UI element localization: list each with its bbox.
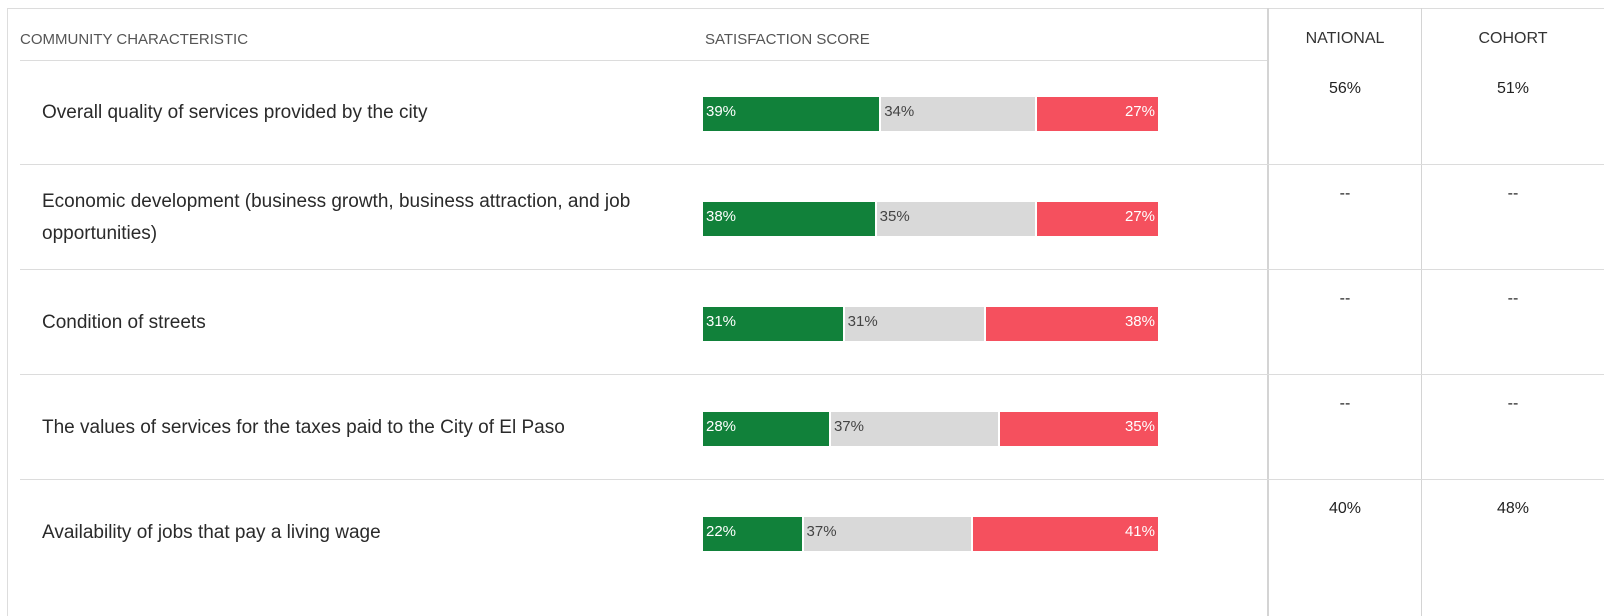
header-cohort: COHORT <box>1478 30 1548 47</box>
bar-segment: 27% <box>1036 96 1158 131</box>
header-national: NATIONAL <box>1305 30 1385 47</box>
bar-segment: 35% <box>1000 411 1158 446</box>
row-divider <box>20 374 1604 375</box>
cohort-value: 48% <box>1496 500 1530 517</box>
cohort-value: -- <box>1507 290 1519 307</box>
row-label: Overall quality of services provided by … <box>42 101 428 123</box>
bar-segment: 34% <box>881 96 1035 131</box>
row-divider <box>20 269 1604 270</box>
border <box>7 8 8 616</box>
row-divider <box>20 164 1604 165</box>
bar-segment: 37% <box>803 516 971 551</box>
row-divider <box>20 60 1267 61</box>
bar-segment: 39% <box>703 96 880 131</box>
cohort-value: -- <box>1507 395 1519 412</box>
border <box>7 8 1604 9</box>
bar-segment: 38% <box>986 306 1158 341</box>
row-divider <box>20 479 1604 480</box>
header-score: SATISFACTION SCORE <box>705 31 870 48</box>
row-label: The values of services for the taxes pai… <box>42 416 565 438</box>
cohort-value: 51% <box>1496 80 1530 97</box>
row-label: Availability of jobs that pay a living w… <box>42 521 381 543</box>
bar-segment: 22% <box>703 516 802 551</box>
row-label: Condition of streets <box>42 311 206 333</box>
column-divider <box>1421 8 1422 616</box>
column-divider <box>1267 8 1269 616</box>
bar-segment: 38% <box>703 201 875 236</box>
row-label: Economic development (business growth, b… <box>42 190 631 244</box>
national-value: 56% <box>1328 80 1362 97</box>
cohort-value: -- <box>1507 185 1519 202</box>
bar-segment: 31% <box>703 306 843 341</box>
national-value: 40% <box>1328 500 1362 517</box>
bar-segment: 37% <box>830 411 999 446</box>
national-value: -- <box>1339 185 1351 202</box>
bar-segment: 27% <box>1036 201 1158 236</box>
bar-segment: 41% <box>972 516 1158 551</box>
bar-segment: 35% <box>876 201 1035 236</box>
bar-segment: 31% <box>844 306 985 341</box>
national-value: -- <box>1339 290 1351 307</box>
header-characteristic: COMMUNITY CHARACTERISTIC <box>20 31 249 48</box>
bar-segment: 28% <box>703 411 829 446</box>
national-value: -- <box>1339 395 1351 412</box>
